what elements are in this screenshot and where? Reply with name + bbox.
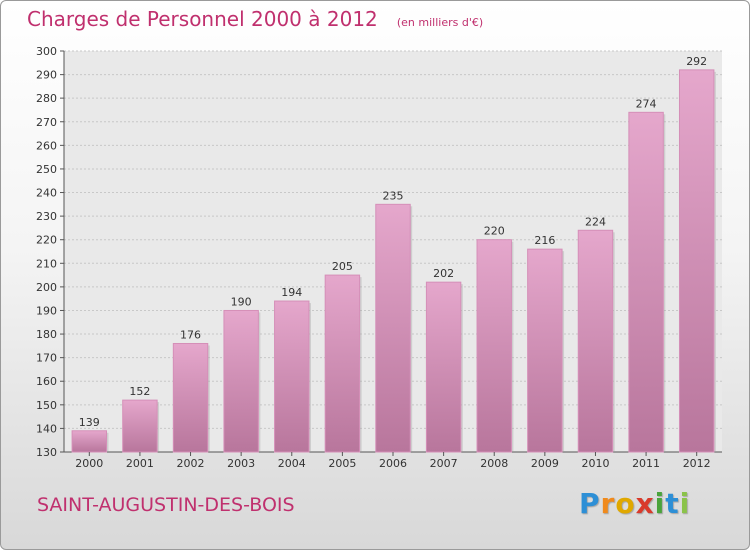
y-tick-label: 260 (36, 139, 57, 152)
y-tick-label: 130 (36, 446, 57, 459)
data-label: 216 (534, 234, 555, 247)
data-label: 224 (585, 215, 606, 228)
bar (425, 281, 462, 453)
data-label: 292 (686, 55, 707, 68)
bar (71, 430, 108, 453)
x-tick-label: 2005 (328, 457, 356, 470)
x-tick-label: 2012 (683, 457, 711, 470)
y-tick-label: 200 (36, 281, 57, 294)
y-tick-label: 150 (36, 399, 57, 412)
y-tick-label: 300 (36, 45, 57, 58)
bar-group (71, 430, 109, 453)
y-tick-label: 250 (36, 163, 57, 176)
data-label: 176 (180, 328, 201, 341)
bar-group (324, 274, 362, 453)
proxiti-logo: Proxiti (579, 487, 690, 520)
logo-letter: t (665, 487, 680, 520)
chart-header: Charges de Personnel 2000 à 2012 (en mil… (27, 7, 483, 31)
logo-letter: x (635, 487, 655, 520)
x-tick-label: 2010 (581, 457, 609, 470)
data-label: 139 (79, 416, 100, 429)
y-tick-label: 170 (36, 352, 57, 365)
chart-subtitle: (en milliers d'€) (396, 16, 484, 29)
data-label: 194 (281, 286, 302, 299)
bar-group (223, 309, 261, 453)
bar-group (425, 281, 463, 453)
bar (375, 203, 411, 453)
bar-group (122, 399, 160, 453)
logo-letter: i (654, 487, 666, 520)
bar-group (577, 229, 615, 453)
x-tick-label: 2009 (531, 457, 559, 470)
bar (628, 111, 664, 453)
y-tick-label: 280 (36, 92, 57, 105)
y-tick-label: 210 (36, 257, 57, 270)
y-tick-label: 230 (36, 210, 57, 223)
y-tick-label: 180 (36, 328, 57, 341)
data-label: 220 (484, 225, 505, 238)
bar (678, 69, 715, 453)
data-label: 202 (433, 267, 454, 280)
y-tick-label: 140 (36, 422, 57, 435)
y-tick-label: 160 (36, 375, 57, 388)
y-tick-label: 270 (36, 116, 57, 129)
bar-group (476, 239, 514, 453)
data-label: 190 (231, 295, 252, 308)
x-tick-label: 2004 (278, 457, 306, 470)
data-label: 274 (636, 97, 657, 110)
logo-letter: i (679, 487, 691, 520)
bar-group (628, 111, 666, 453)
bar (172, 342, 209, 453)
chart-title: Charges de Personnel 2000 à 2012 (27, 7, 378, 31)
x-tick-label: 2002 (177, 457, 205, 470)
data-label: 235 (383, 189, 404, 202)
logo-letter: r (600, 487, 616, 520)
bar (274, 300, 310, 453)
logo-letter: o (615, 487, 636, 520)
bar (577, 229, 614, 453)
data-label: 152 (129, 385, 150, 398)
x-tick-label: 2003 (227, 457, 255, 470)
logo-letter: P (579, 487, 601, 520)
bar (476, 239, 512, 453)
bar-group (678, 69, 716, 453)
commune-name: SAINT-AUGUSTIN-DES-BOIS (37, 494, 295, 516)
y-tick-label: 290 (36, 69, 57, 82)
bar-group (172, 342, 210, 453)
bar (324, 274, 361, 453)
x-tick-label: 2006 (379, 457, 407, 470)
x-tick-label: 2011 (632, 457, 660, 470)
y-tick-label: 190 (36, 304, 57, 317)
x-tick-label: 2000 (75, 457, 103, 470)
bar (122, 399, 158, 453)
data-label: 205 (332, 260, 353, 273)
bar-group (274, 300, 311, 453)
y-tick-label: 240 (36, 187, 57, 200)
x-tick-label: 2008 (480, 457, 508, 470)
bar (223, 309, 259, 453)
x-tick-label: 2007 (430, 457, 458, 470)
bar (527, 248, 563, 453)
x-tick-label: 2001 (126, 457, 154, 470)
bar-group (527, 248, 565, 453)
bar-group (375, 203, 413, 453)
y-tick-label: 220 (36, 234, 57, 247)
